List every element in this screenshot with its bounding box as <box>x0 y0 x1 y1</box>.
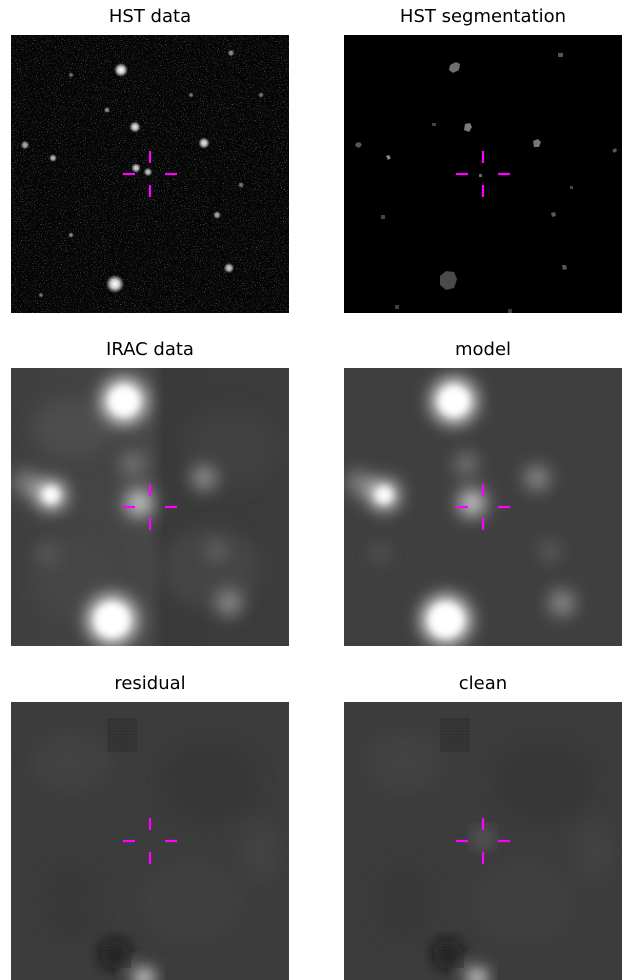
crosshair-icon <box>123 818 177 864</box>
image-hst-data <box>11 35 289 313</box>
panel-title-clean: clean <box>458 673 508 694</box>
crosshair-icon <box>456 151 510 197</box>
crosshair-icon <box>456 484 510 530</box>
image-model <box>344 368 622 646</box>
image-hst-segmentation <box>344 35 622 313</box>
crosshair-icon <box>123 151 177 197</box>
panel-title-hst-data: HST data <box>108 6 192 27</box>
panel-title-irac-data: IRAC data <box>106 339 194 360</box>
image-clean <box>344 702 622 980</box>
image-irac-data <box>11 368 289 646</box>
crosshair-icon <box>456 818 510 864</box>
crosshair-icon <box>123 484 177 530</box>
image-residual <box>11 702 289 980</box>
panel-title-hst-segmentation: HST segmentation <box>399 6 567 27</box>
panel-title-model: model <box>454 339 512 360</box>
panel-title-residual: residual <box>114 673 186 694</box>
